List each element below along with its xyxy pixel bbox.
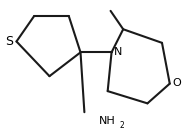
- Text: NH: NH: [99, 116, 116, 126]
- Text: O: O: [173, 78, 181, 88]
- Text: N: N: [113, 47, 122, 57]
- Text: 2: 2: [120, 121, 124, 130]
- Text: S: S: [5, 35, 13, 48]
